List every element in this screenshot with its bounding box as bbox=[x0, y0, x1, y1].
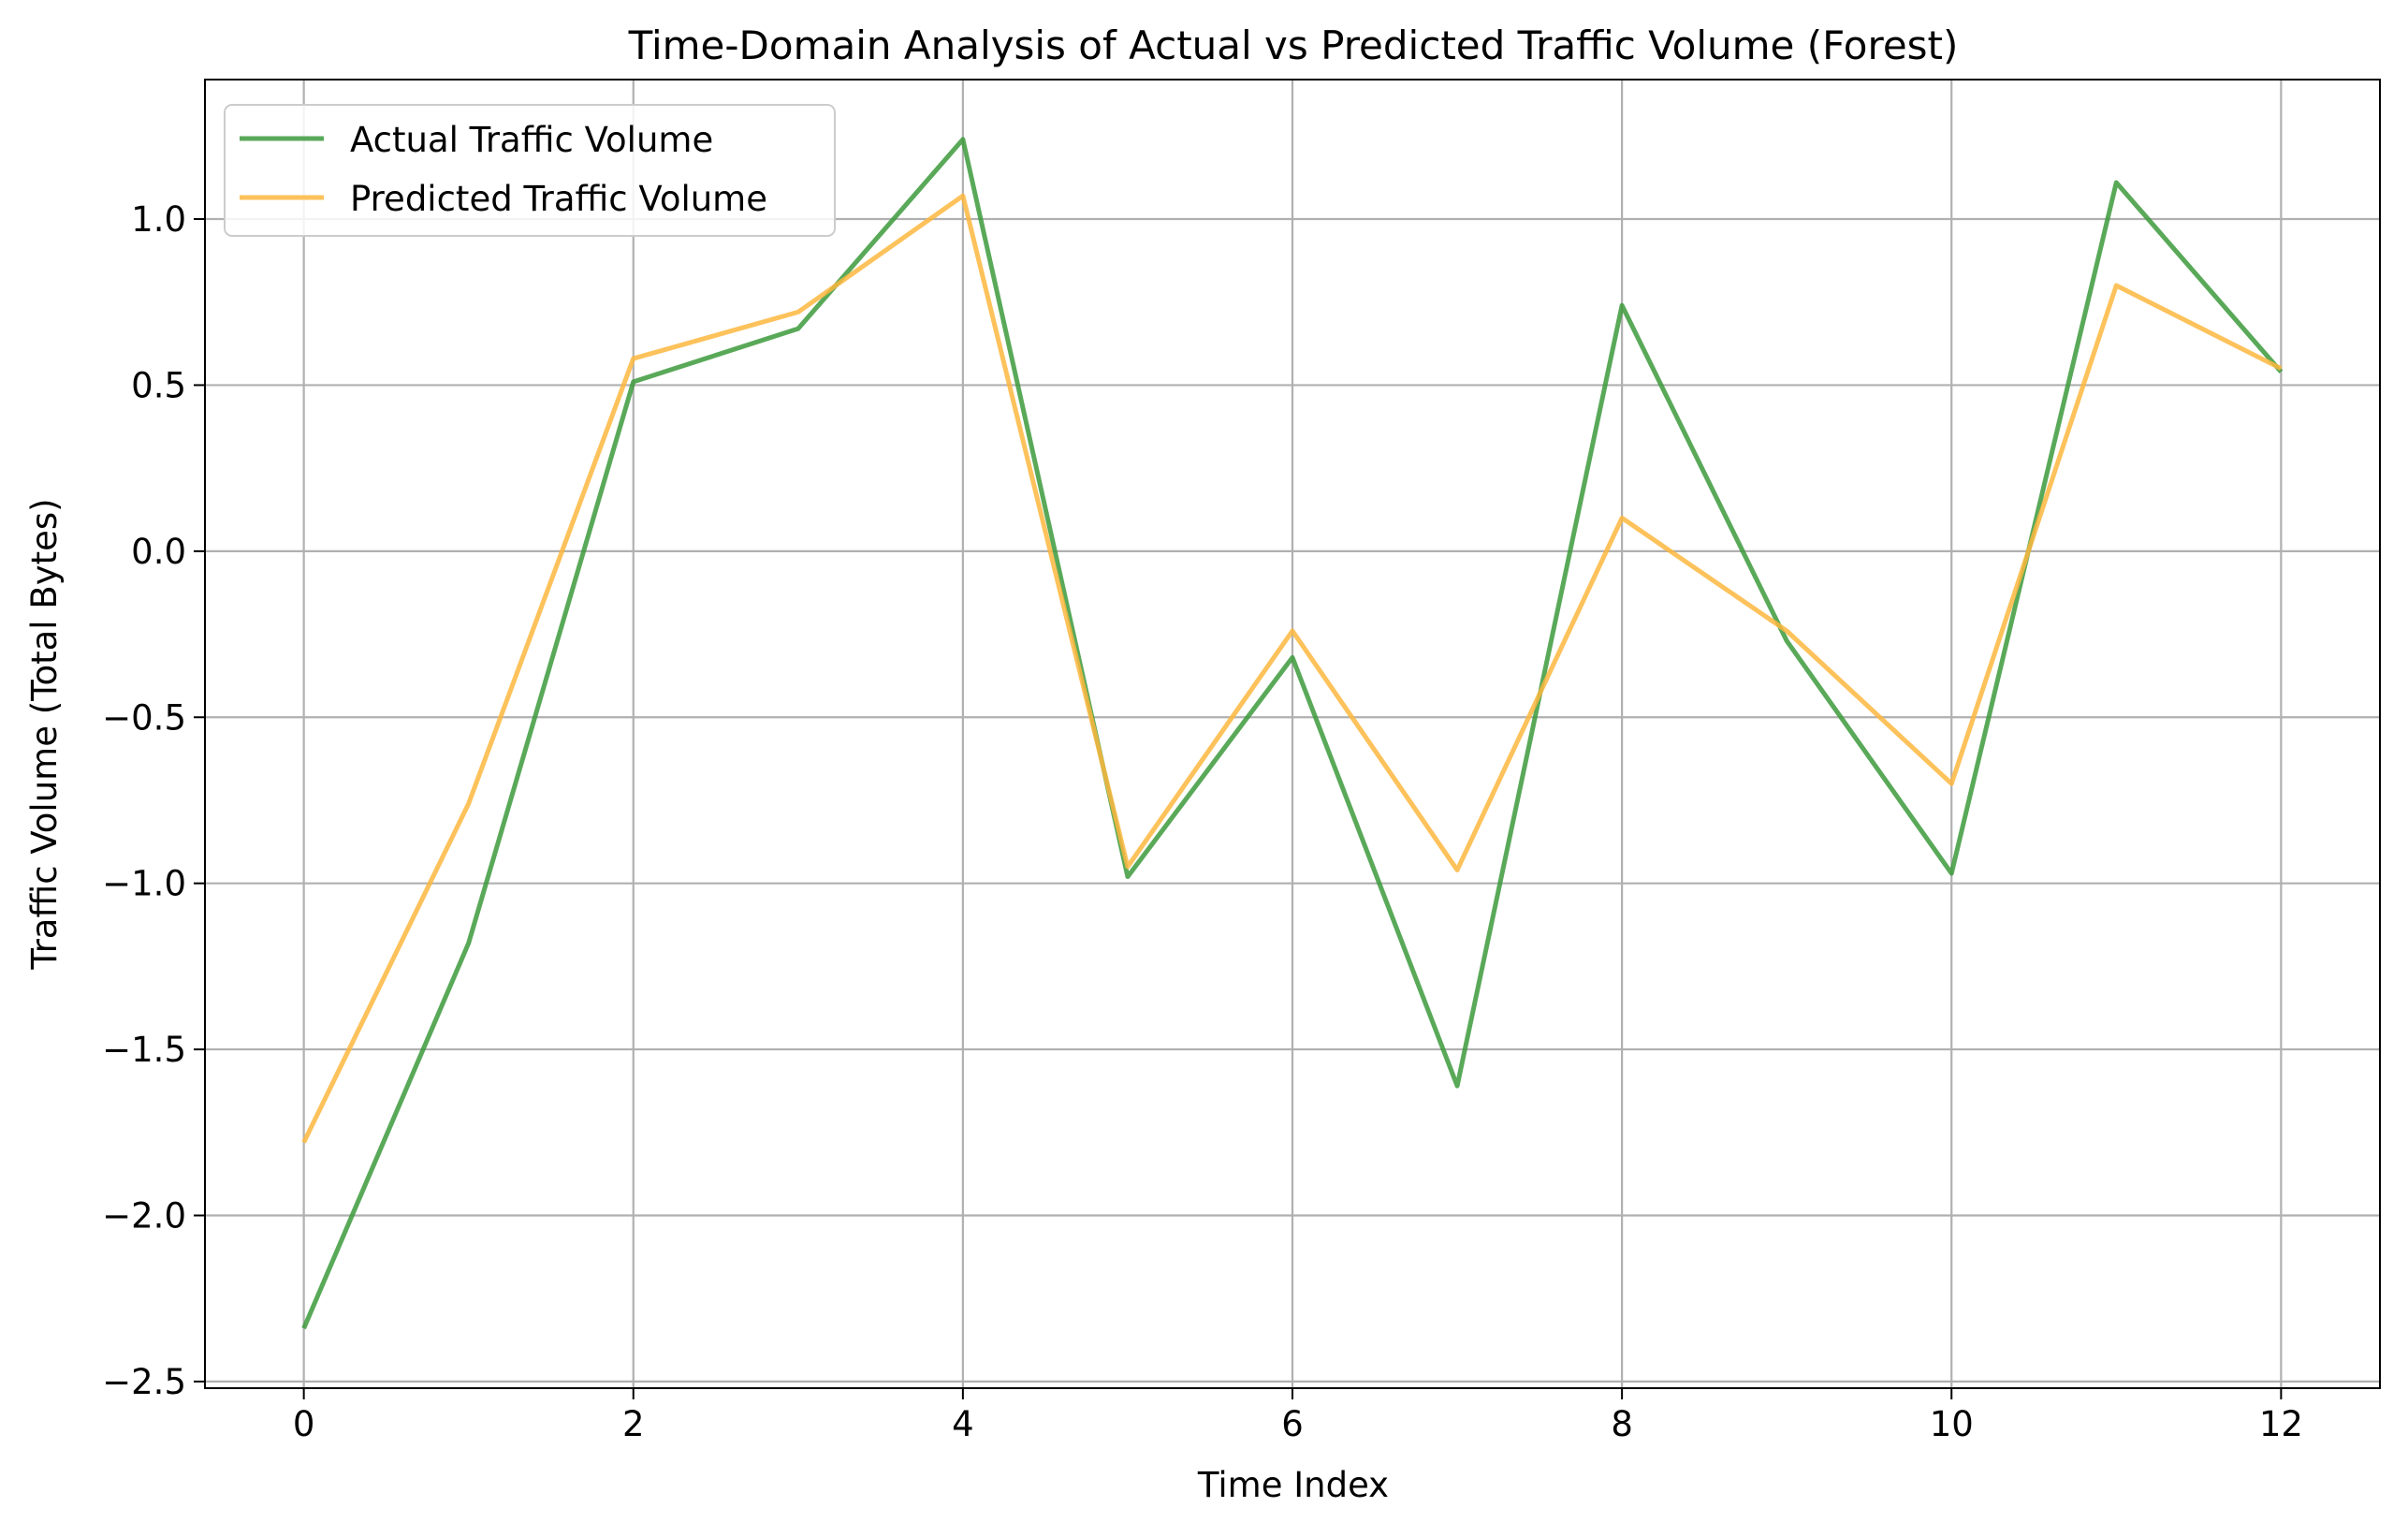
x-axis-label: Time Index bbox=[1197, 1465, 1389, 1505]
x-tick-label: 0 bbox=[293, 1404, 315, 1444]
y-axis-label: Traffic Volume (Total Bytes) bbox=[24, 498, 65, 970]
x-tick-label: 8 bbox=[1611, 1404, 1633, 1444]
x-tick-label: 4 bbox=[952, 1404, 974, 1444]
series-lines bbox=[301, 137, 2284, 1330]
chart-title: Time-Domain Analysis of Actual vs Predic… bbox=[628, 22, 1959, 68]
x-axis-ticks: 0 2 4 6 8 10 12 bbox=[293, 1388, 2303, 1444]
y-tick-label: 1.0 bbox=[131, 199, 186, 240]
x-tick-label: 12 bbox=[2259, 1404, 2303, 1444]
y-tick-label: −2.5 bbox=[102, 1362, 186, 1402]
y-tick-label: 0.0 bbox=[131, 532, 186, 572]
legend-label-predicted: Predicted Traffic Volume bbox=[350, 179, 767, 219]
y-axis-ticks: 1.0 0.5 0.0 −0.5 −1.0 −1.5 −2.0 −2.5 bbox=[102, 199, 205, 1402]
x-tick-label: 6 bbox=[1281, 1404, 1304, 1444]
legend-box bbox=[224, 104, 836, 237]
y-tick-label: −1.5 bbox=[102, 1030, 186, 1070]
y-tick-label: 0.5 bbox=[131, 365, 186, 405]
y-tick-label: −0.5 bbox=[102, 697, 186, 738]
x-tick-label: 10 bbox=[1930, 1404, 1974, 1444]
series-line-predicted bbox=[301, 193, 2283, 1144]
x-tick-label: 2 bbox=[622, 1404, 645, 1444]
y-tick-label: −1.0 bbox=[102, 864, 186, 904]
series-line-actual bbox=[301, 137, 2284, 1330]
legend-label-actual: Actual Traffic Volume bbox=[350, 120, 713, 160]
legend: Actual Traffic Volume Predicted Traffic … bbox=[224, 104, 836, 237]
y-tick-label: −2.0 bbox=[102, 1195, 186, 1236]
